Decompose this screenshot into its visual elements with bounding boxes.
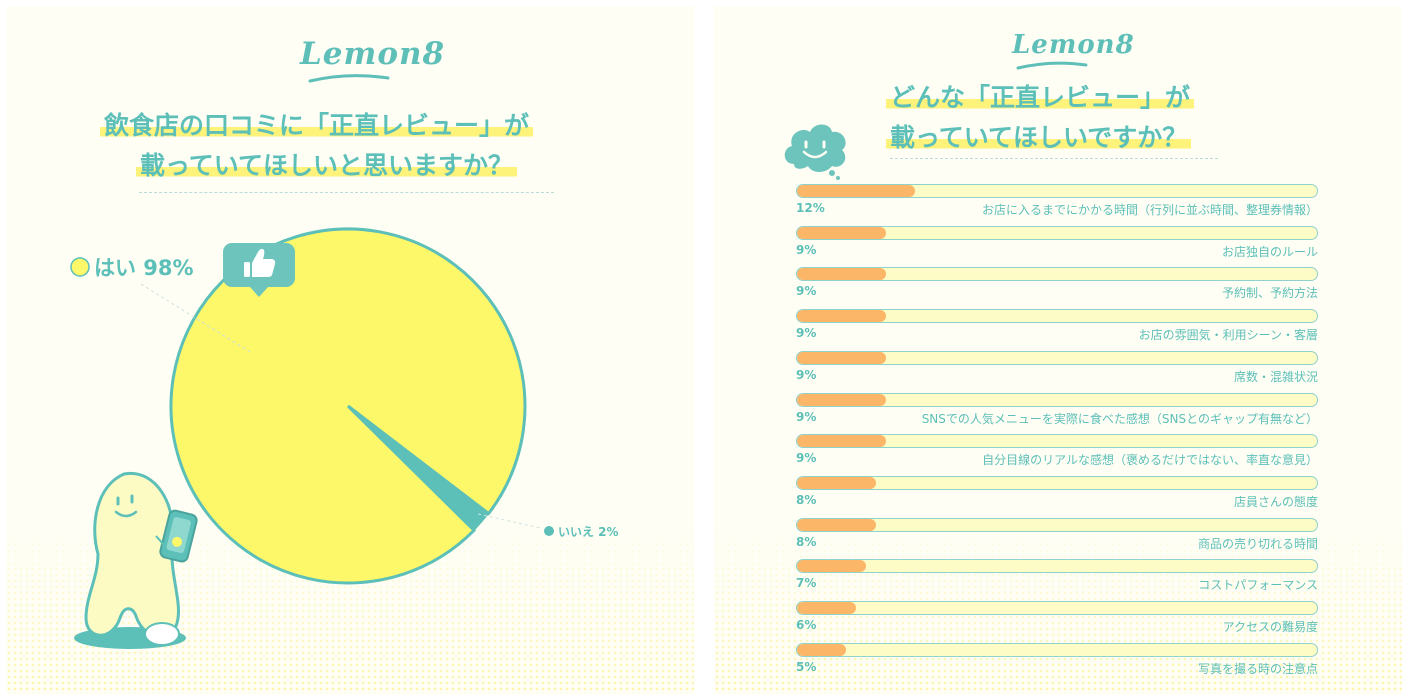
bar-value-label: 9% [796, 326, 817, 341]
bar-fill [797, 476, 876, 489]
left-title-text2: 載っていてほしいと思いますか？ [136, 151, 518, 180]
pie-slices [169, 227, 527, 585]
smiling-cloud-icon [784, 124, 846, 180]
no-label: いいえ 2% [558, 525, 619, 539]
bar-value-label: 5% [796, 659, 817, 674]
bar-category-label: 店員さんの態度 [1233, 494, 1318, 509]
left-title-text1: 飲食店の口コミに「正直レビュー」が [100, 111, 534, 140]
bar-value-label: 9% [796, 367, 817, 382]
yes-legend-dot [70, 257, 90, 277]
bar-track [796, 350, 1318, 365]
no-legend-dot [544, 526, 554, 536]
right-logo: Lemon8 [1012, 30, 1135, 60]
bar-category-label: お店に入るまでにかかる時間（行列に並ぶ時間、整理券情報） [981, 203, 1318, 217]
bar-fill [797, 518, 876, 531]
bar-track [796, 434, 1318, 449]
bar-fill [797, 393, 886, 406]
bar-value-label: 8% [796, 534, 817, 549]
right-title-line2: 載っていてほしいですか？ [886, 118, 1192, 154]
bar-category-label: 商品の売り切れる時間 [1197, 536, 1318, 551]
no-leader-line [477, 513, 541, 529]
bar-track [796, 267, 1318, 282]
bar-track [796, 642, 1318, 657]
right-title-line1: どんな「正直レビュー」が [886, 78, 1195, 114]
bar-category-label: 席数・混雑状況 [1233, 369, 1318, 384]
left-panel: Lemon8 飲食店の口コミに「正直レビュー」が 載っていてほしいと思いますか？… [6, 6, 694, 694]
bar-value-label: 12% [796, 201, 825, 215]
bar-track [796, 392, 1318, 407]
bar-value-label: 9% [796, 284, 817, 299]
bar-value-label: 9% [796, 451, 817, 466]
bar-track [796, 309, 1318, 324]
bar-value-label: 8% [796, 492, 817, 507]
bar-fill [797, 643, 847, 656]
bar-category-label: お店独自のルール [1221, 244, 1318, 259]
bar-track [796, 601, 1318, 615]
bar-category-label: コストパフォーマンス [1198, 578, 1318, 593]
left-title-line1: 飲食店の口コミに「正直レビュー」が [100, 106, 534, 142]
pie-slice-yes [169, 227, 527, 585]
right-title-rule [890, 158, 1218, 159]
left-title-rule [139, 192, 554, 193]
bar-category-label: お店の雰囲気・利用シーン・客層 [1138, 328, 1318, 343]
bar-category-label: SNSでの人気メニューを実際に食べた感想（SNSとのギャップ有無など） [921, 411, 1318, 426]
bar-fill [797, 435, 886, 448]
right-title-text2: 載っていてほしいですか？ [886, 123, 1192, 152]
thumbs-up-icon [223, 243, 295, 297]
pie-chart: はい 98% いいえ 2% [70, 227, 619, 649]
left-logo: Lemon8 [300, 36, 446, 72]
bar-track [796, 559, 1318, 574]
bar-value-label: 9% [796, 409, 817, 424]
bar-track [796, 517, 1318, 532]
bar-value-label: 6% [796, 618, 817, 632]
bar-track [796, 475, 1318, 490]
bar-category-label: 自分目線のリアルな感想（褒めるだけではない、率直な意見） [982, 453, 1318, 468]
bar-track [796, 184, 1318, 198]
right-logo-underline [1016, 61, 1088, 70]
left-title-line2: 載っていてほしいと思いますか？ [136, 146, 518, 182]
lemon-mascot-with-phone [74, 471, 198, 649]
bar-category-label: アクセスの難易度 [1222, 620, 1318, 634]
bar-track [796, 225, 1318, 240]
right-title-text1: どんな「正直レビュー」が [886, 83, 1195, 112]
bar-fill [797, 602, 857, 614]
bar-fill [797, 310, 886, 323]
yes-label: はい 98% [94, 256, 194, 280]
bar-fill [797, 560, 866, 573]
bar-value-label: 9% [796, 242, 817, 257]
bar-category-label: 予約制、予約方法 [1221, 286, 1318, 301]
bar-category-label: 写真を撮る時の注意点 [1197, 661, 1318, 676]
left-logo-underline [308, 74, 390, 83]
bar-fill [797, 226, 886, 239]
bar-fill [797, 351, 886, 364]
bar-fill [797, 268, 886, 281]
bar-value-label: 7% [796, 576, 817, 591]
bar-fill [797, 185, 916, 197]
